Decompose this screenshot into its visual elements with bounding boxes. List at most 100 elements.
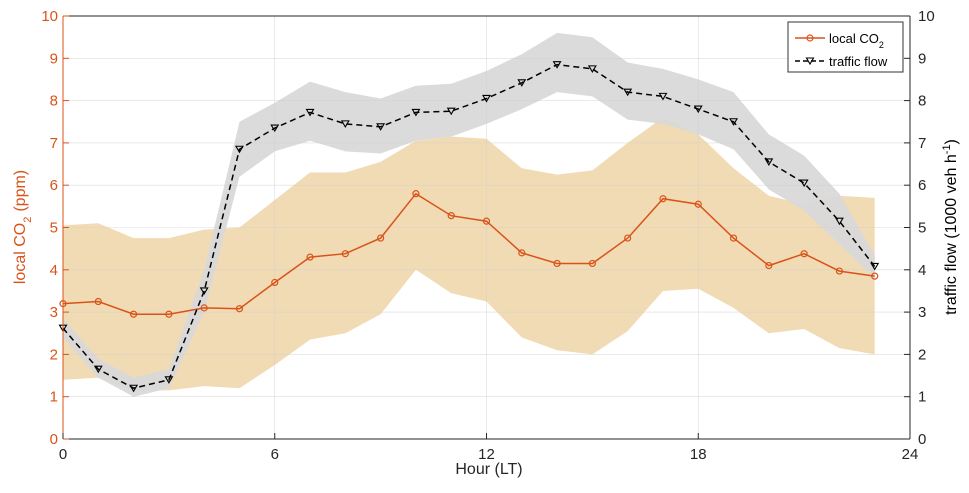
left-y-tick-label: 8 — [50, 93, 58, 110]
right-y-axis-label-main: traffic flow (1000 veh h — [943, 154, 960, 315]
co2-point — [377, 234, 385, 242]
traffic-point — [729, 118, 738, 126]
legend-co2-marker — [806, 34, 814, 42]
traffic-point — [199, 287, 209, 296]
right-y-tick-label: 1 — [918, 389, 926, 406]
co2-point — [341, 250, 349, 258]
traffic-point — [340, 120, 350, 128]
co2-point — [624, 234, 632, 242]
co2-point — [271, 278, 279, 287]
legend-co2-label: local CO2 — [829, 31, 884, 50]
legend-traffic-label: traffic flow — [829, 54, 888, 69]
co2-point — [94, 297, 102, 306]
co2-point — [412, 190, 420, 198]
band-co2 — [63, 117, 875, 391]
traffic-point — [270, 124, 280, 133]
left-y-tick-label: 3 — [50, 304, 58, 321]
traffic-point — [164, 376, 174, 384]
traffic-point — [411, 108, 421, 117]
right-y-tick-label: 2 — [918, 346, 926, 363]
co2-point — [235, 305, 244, 313]
traffic-point — [129, 384, 139, 393]
co2-line — [62, 192, 875, 315]
traffic-point — [482, 94, 491, 103]
traffic-point — [517, 79, 527, 87]
left-y-axis-label: local CO2 (ppm) — [12, 170, 34, 284]
uncertainty-bands — [63, 32, 875, 397]
co2-point — [553, 259, 561, 268]
left-y-tick-label: 6 — [50, 177, 58, 194]
co2-point — [835, 267, 844, 275]
traffic-point — [235, 145, 244, 154]
x-tick-label: 24 — [902, 446, 919, 463]
co2-point — [165, 310, 173, 318]
legend-box — [787, 21, 904, 73]
left-y-tick-label: 1 — [50, 389, 58, 406]
right-y-tick-label: 0 — [918, 431, 926, 448]
left-y-tick-label: 0 — [50, 431, 58, 448]
traffic-point — [870, 262, 880, 271]
left-y-tick-label: 7 — [50, 135, 58, 152]
co2-point — [765, 261, 773, 270]
right-y-tick-label: 5 — [918, 220, 926, 237]
grid-lines — [63, 16, 910, 439]
right-y-tick-label: 7 — [918, 135, 926, 152]
left-y-tick-label: 5 — [50, 220, 58, 237]
co2-point — [447, 212, 455, 220]
co2-point — [306, 253, 314, 261]
left-y-tick-label: 9 — [50, 50, 58, 67]
co2-point — [588, 259, 596, 268]
x-tick-label: 6 — [271, 446, 279, 463]
legend-traffic-marker — [805, 57, 815, 66]
traffic-point — [446, 107, 456, 116]
traffic-point — [376, 123, 386, 131]
series-lines — [58, 61, 880, 393]
left-y-axis-label-sub: 2 — [22, 217, 34, 223]
traffic-point — [552, 61, 562, 69]
traffic-point — [587, 65, 597, 73]
co2-point — [518, 249, 526, 257]
x-tick-label: 12 — [478, 446, 495, 463]
x-axis-label: Hour (LT) — [455, 461, 522, 478]
left-y-tick-label: 4 — [50, 262, 58, 279]
co2-point — [482, 217, 491, 225]
x-tick-label: 0 — [59, 446, 67, 463]
right-y-tick-label: 3 — [918, 304, 926, 321]
traffic-point — [693, 105, 703, 114]
traffic-point — [93, 365, 103, 374]
right-y-axis-label-sup: -1 — [941, 144, 953, 154]
right-y-tick-label: 9 — [918, 50, 926, 67]
x-tick-label: 18 — [690, 446, 707, 463]
traffic-point — [658, 92, 668, 101]
left-y-tick-label: 2 — [50, 346, 58, 363]
traffic-line — [62, 63, 876, 389]
left-y-tick-label: 10 — [41, 8, 58, 25]
legend-co2-label-sub: 2 — [879, 40, 884, 50]
co2-point — [129, 310, 138, 318]
left-y-axis-label-unit: (ppm) — [12, 170, 29, 212]
co2-point — [800, 250, 808, 258]
right-y-axis-label: traffic flow (1000 veh h-1) — [941, 139, 960, 315]
legend: local CO2 traffic flow — [787, 21, 904, 73]
axes — [62, 15, 911, 440]
traffic-point — [834, 217, 844, 226]
co2-point — [659, 195, 667, 203]
right-y-tick-label: 4 — [918, 262, 926, 279]
co2-point — [694, 200, 702, 208]
right-y-tick-label: 8 — [918, 93, 926, 110]
traffic-point — [764, 158, 774, 167]
traffic-point — [623, 88, 633, 97]
band-traffic — [63, 32, 875, 397]
right-y-tick-label: 10 — [918, 8, 935, 25]
traffic-point — [799, 179, 809, 188]
right-y-tick-label: 6 — [918, 177, 926, 194]
left-y-axis-label-main: local CO — [12, 223, 29, 284]
co2-point — [200, 304, 208, 312]
co2-point — [729, 234, 738, 242]
legend-co2-label-main: local CO — [829, 31, 879, 46]
right-y-axis-label-end: ) — [943, 139, 960, 144]
co2-point — [871, 272, 879, 280]
traffic-point — [305, 108, 315, 117]
